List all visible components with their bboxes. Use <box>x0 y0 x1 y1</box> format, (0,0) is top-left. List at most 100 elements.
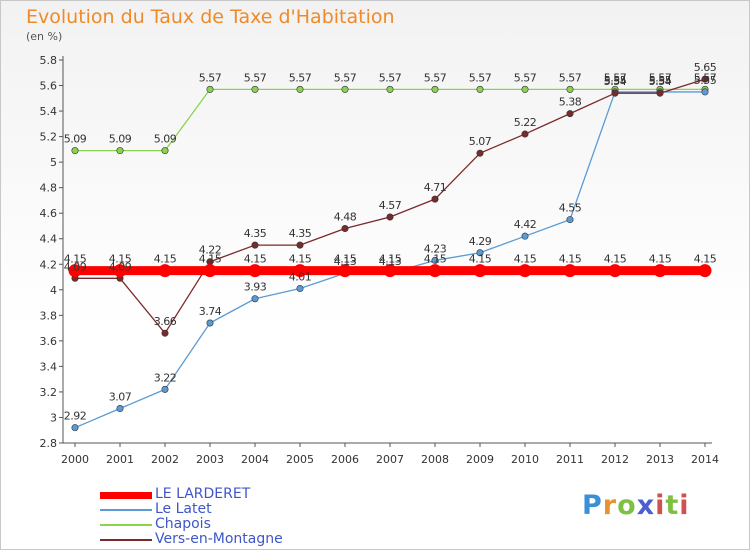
data-label: 3.93 <box>244 281 267 294</box>
data-label: 5.57 <box>559 71 582 84</box>
data-label: 4.15 <box>64 253 87 266</box>
data-label: 5.07 <box>469 135 492 148</box>
data-point <box>521 85 529 93</box>
x-tick-label: 2004 <box>241 453 269 466</box>
data-point <box>611 89 619 97</box>
data-label: 5.57 <box>604 71 627 84</box>
data-point <box>386 213 394 221</box>
data-label: 4.15 <box>109 253 132 266</box>
data-label: 4.09 <box>109 260 132 273</box>
data-label: 3.66 <box>154 315 177 328</box>
data-point <box>566 216 574 224</box>
y-tick-label: 5.8 <box>40 54 58 67</box>
data-label: 5.57 <box>694 71 717 84</box>
data-label: 5.57 <box>514 71 537 84</box>
data-label: 2.92 <box>64 410 87 423</box>
x-tick-label: 2001 <box>106 453 134 466</box>
data-point <box>161 329 169 337</box>
data-label: 5.22 <box>514 116 537 129</box>
data-label: 5.57 <box>424 71 447 84</box>
y-tick-label: 4.6 <box>40 207 58 220</box>
data-point <box>563 264 577 278</box>
y-tick-label: 4 <box>50 284 57 297</box>
y-tick-label: 4.4 <box>40 233 58 246</box>
data-label: 4.15 <box>559 253 582 266</box>
data-label: 4.57 <box>379 199 402 212</box>
y-tick-label: 5.6 <box>40 80 58 93</box>
data-point <box>518 264 532 278</box>
data-label: 5.38 <box>559 96 582 109</box>
legend-swatch <box>100 492 152 499</box>
x-tick-label: 2010 <box>511 453 539 466</box>
data-point <box>383 264 397 278</box>
data-point <box>251 85 259 93</box>
data-point <box>68 264 82 278</box>
data-label: 5.57 <box>199 71 222 84</box>
x-tick-label: 2005 <box>286 453 314 466</box>
legend-swatch <box>100 524 152 526</box>
data-label: 5.65 <box>694 61 717 74</box>
data-point <box>476 149 484 157</box>
x-tick-label: 2011 <box>556 453 584 466</box>
data-label: 5.54 <box>604 75 627 88</box>
data-point <box>476 249 484 257</box>
data-point <box>71 424 79 432</box>
chart-unit: (en %) <box>26 30 63 43</box>
data-point <box>698 264 712 278</box>
x-tick-label: 2008 <box>421 453 449 466</box>
data-label: 5.55 <box>604 74 627 87</box>
data-label: 4.15 <box>694 253 717 266</box>
data-label: 4.15 <box>244 253 267 266</box>
data-label: 5.57 <box>649 71 672 84</box>
data-label: 4.15 <box>154 253 177 266</box>
data-point <box>116 147 124 155</box>
data-label: 4.15 <box>424 253 447 266</box>
x-tick-label: 2012 <box>601 453 629 466</box>
y-tick-label: 3.4 <box>40 360 58 373</box>
data-label: 4.15 <box>649 253 672 266</box>
chart-legend: LE LARDERET Le Latet Chapois Vers-en-Mon… <box>100 486 360 548</box>
data-label: 5.54 <box>649 75 672 88</box>
data-label: 3.22 <box>154 371 177 384</box>
data-point <box>161 147 169 155</box>
data-label: 4.42 <box>514 218 537 231</box>
data-point <box>248 264 262 278</box>
data-label: 5.09 <box>64 133 87 146</box>
y-tick-label: 2.8 <box>40 437 58 450</box>
data-label: 4.15 <box>334 253 357 266</box>
data-point <box>521 232 529 240</box>
y-tick-label: 5.2 <box>40 131 58 144</box>
data-point <box>428 264 442 278</box>
data-label: 4.55 <box>559 202 582 215</box>
data-point <box>701 88 709 96</box>
data-point <box>476 85 484 93</box>
chart-title: Evolution du Taux de Taxe d'Habitation <box>26 6 395 28</box>
data-point <box>656 89 664 97</box>
data-label: 4.13 <box>334 255 357 268</box>
data-label: 5.57 <box>289 71 312 84</box>
data-label: 5.09 <box>154 133 177 146</box>
legend-label: LE LARDERET <box>155 486 251 502</box>
data-point <box>206 85 214 93</box>
data-point <box>71 147 79 155</box>
data-point <box>473 264 487 278</box>
y-tick-label: 3 <box>50 411 57 424</box>
y-tick-label: 3.6 <box>40 335 58 348</box>
legend-label: Le Latet <box>155 501 212 517</box>
x-tick-label: 2002 <box>151 453 179 466</box>
data-label: 4.01 <box>289 271 312 284</box>
x-tick-label: 2013 <box>646 453 674 466</box>
legend-swatch <box>100 539 152 541</box>
data-label: 4.15 <box>379 253 402 266</box>
x-tick-label: 2006 <box>331 453 359 466</box>
data-label: 4.23 <box>424 242 447 255</box>
data-point <box>338 264 352 278</box>
legend-swatch <box>100 509 152 511</box>
data-point <box>341 85 349 93</box>
data-point <box>566 110 574 118</box>
data-label: 4.15 <box>469 253 492 266</box>
data-label: 4.15 <box>514 253 537 266</box>
y-tick-label: 3.2 <box>40 386 58 399</box>
data-label: 5.09 <box>109 133 132 146</box>
